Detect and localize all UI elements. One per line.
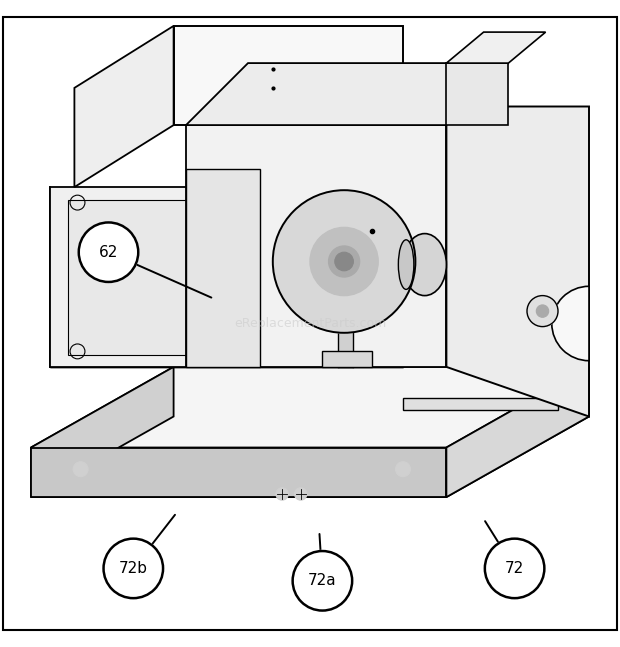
Polygon shape <box>322 351 372 367</box>
Polygon shape <box>174 26 403 125</box>
Text: 72a: 72a <box>308 573 337 588</box>
Text: 62: 62 <box>99 245 118 259</box>
Polygon shape <box>446 107 589 417</box>
Circle shape <box>293 551 352 611</box>
Circle shape <box>273 190 415 333</box>
Circle shape <box>396 462 410 477</box>
Polygon shape <box>186 125 446 367</box>
Text: 72: 72 <box>505 561 525 576</box>
Circle shape <box>527 296 558 327</box>
Circle shape <box>335 252 353 271</box>
Polygon shape <box>446 63 508 125</box>
Polygon shape <box>50 187 260 367</box>
Ellipse shape <box>403 234 446 296</box>
Circle shape <box>79 223 138 282</box>
Polygon shape <box>31 367 589 448</box>
Polygon shape <box>31 367 174 497</box>
Polygon shape <box>68 199 242 355</box>
Polygon shape <box>74 26 174 187</box>
Text: 72b: 72b <box>119 561 148 576</box>
Polygon shape <box>186 63 508 125</box>
Circle shape <box>536 305 549 317</box>
Polygon shape <box>446 32 546 63</box>
Circle shape <box>329 246 360 277</box>
Circle shape <box>104 539 163 598</box>
Polygon shape <box>31 448 446 497</box>
Polygon shape <box>186 168 260 367</box>
Wedge shape <box>552 287 589 360</box>
Circle shape <box>276 488 288 500</box>
Polygon shape <box>403 398 558 410</box>
Circle shape <box>294 488 307 500</box>
Polygon shape <box>338 311 353 367</box>
Polygon shape <box>50 355 403 367</box>
Polygon shape <box>446 367 589 497</box>
Circle shape <box>485 539 544 598</box>
Circle shape <box>310 227 378 296</box>
Polygon shape <box>31 417 589 497</box>
Text: eReplacementParts.com: eReplacementParts.com <box>234 317 386 330</box>
Circle shape <box>73 462 88 477</box>
Polygon shape <box>50 355 403 367</box>
Ellipse shape <box>399 240 414 289</box>
